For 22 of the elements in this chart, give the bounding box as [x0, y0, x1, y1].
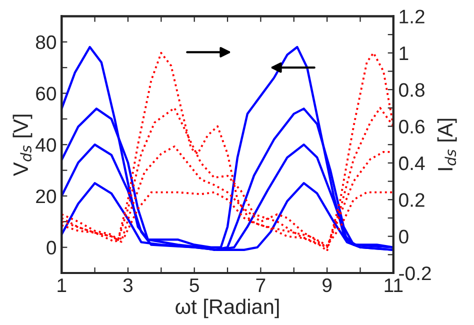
- x-tick-label: 11: [384, 278, 403, 292]
- x-tick-label: 3: [123, 278, 133, 292]
- y-tick-label: 20: [36, 189, 56, 204]
- x-tick-label: 1: [58, 278, 66, 292]
- y2-tick-label: 1.2: [400, 10, 424, 24]
- y2-tick-label: 0.8: [399, 83, 424, 97]
- y2-tick-label: 0.4: [399, 156, 425, 170]
- y2-tick-label: -0.2: [399, 266, 431, 280]
- y-tick-label: 80: [36, 35, 56, 50]
- y2-tick-label: 0.2: [399, 193, 424, 207]
- y-tick-label: 60: [36, 86, 56, 101]
- y2-axis-title: I$_{ds}$ [A]: [437, 118, 457, 170]
- y-tick-label: 40: [36, 138, 56, 152]
- x-axis-title: ωt [Radian]: [176, 298, 279, 318]
- y-axis-title: V$_{ds}$ [V]: [12, 114, 32, 176]
- x-tick-label: 5: [190, 278, 199, 292]
- y-tick-label: 0: [46, 240, 56, 255]
- y2-tick-label: 1: [400, 46, 408, 60]
- y2-tick-label: 0.6: [399, 120, 424, 134]
- y2-tick-label: 0: [399, 230, 408, 244]
- x-tick-label: 7: [256, 278, 266, 292]
- x-tick-label: 9: [322, 278, 332, 292]
